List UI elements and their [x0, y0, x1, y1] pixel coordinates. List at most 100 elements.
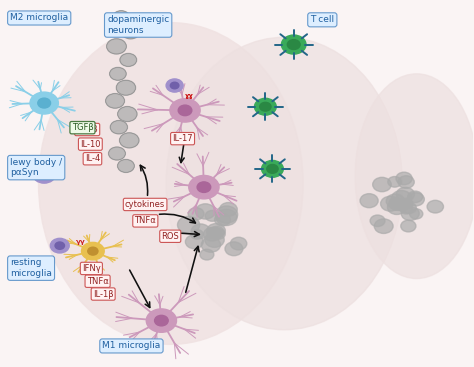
Circle shape: [396, 172, 412, 185]
Circle shape: [260, 102, 271, 111]
Circle shape: [197, 182, 211, 192]
Circle shape: [407, 193, 424, 206]
Circle shape: [207, 224, 225, 238]
Text: ɣɣ: ɣɣ: [185, 93, 194, 99]
Circle shape: [427, 200, 444, 213]
Circle shape: [200, 249, 214, 260]
Circle shape: [381, 196, 400, 211]
Circle shape: [400, 204, 412, 214]
Circle shape: [38, 98, 51, 108]
Text: TNFα: TNFα: [135, 217, 156, 225]
Circle shape: [389, 197, 402, 207]
Text: IL-1β: IL-1β: [93, 290, 113, 298]
Circle shape: [386, 194, 405, 208]
Circle shape: [120, 133, 138, 148]
Text: TGFβ: TGFβ: [76, 125, 98, 134]
Circle shape: [388, 177, 401, 187]
Text: IL-10: IL-10: [80, 139, 100, 149]
Circle shape: [410, 209, 423, 219]
Circle shape: [110, 68, 126, 80]
Circle shape: [408, 191, 423, 203]
Text: M1 microglia: M1 microglia: [102, 341, 161, 350]
Circle shape: [33, 166, 55, 183]
Circle shape: [394, 200, 409, 211]
Circle shape: [178, 105, 192, 116]
Circle shape: [109, 147, 125, 160]
Text: TNFα: TNFα: [87, 277, 109, 286]
Circle shape: [109, 120, 128, 135]
Circle shape: [30, 92, 58, 114]
Text: γγ: γγ: [76, 239, 86, 245]
Circle shape: [230, 237, 247, 250]
Circle shape: [88, 247, 98, 255]
Circle shape: [262, 160, 283, 177]
Text: ROS: ROS: [161, 232, 179, 241]
Circle shape: [287, 40, 300, 50]
Circle shape: [219, 203, 237, 216]
Circle shape: [207, 227, 222, 239]
Text: IL-4: IL-4: [85, 154, 100, 163]
Circle shape: [185, 235, 203, 249]
Circle shape: [255, 98, 276, 115]
Circle shape: [112, 10, 130, 24]
Circle shape: [392, 190, 411, 206]
Circle shape: [203, 228, 221, 241]
Circle shape: [155, 315, 168, 326]
Circle shape: [170, 82, 179, 89]
Circle shape: [122, 25, 139, 39]
Ellipse shape: [166, 37, 402, 330]
Circle shape: [396, 187, 414, 201]
Circle shape: [390, 199, 405, 210]
Circle shape: [398, 176, 414, 188]
Circle shape: [225, 242, 243, 256]
Circle shape: [387, 200, 406, 214]
Circle shape: [195, 204, 215, 219]
Circle shape: [191, 229, 203, 239]
Text: IL-17: IL-17: [172, 134, 193, 143]
Text: resting
microglia: resting microglia: [10, 258, 52, 278]
Circle shape: [191, 224, 210, 239]
Circle shape: [118, 81, 134, 94]
Circle shape: [215, 206, 237, 223]
Text: M2 microglia: M2 microglia: [10, 14, 68, 22]
Text: IFNγ: IFNγ: [82, 264, 101, 273]
Circle shape: [170, 99, 200, 122]
Ellipse shape: [38, 23, 303, 344]
Circle shape: [374, 219, 393, 233]
Circle shape: [360, 194, 378, 208]
Circle shape: [188, 208, 204, 220]
Text: TGFβ: TGFβ: [72, 123, 93, 132]
Circle shape: [215, 214, 230, 226]
Circle shape: [55, 242, 64, 249]
Circle shape: [205, 232, 224, 247]
Circle shape: [267, 164, 278, 173]
Circle shape: [107, 95, 123, 107]
Circle shape: [119, 53, 137, 67]
Text: cytokines: cytokines: [125, 200, 165, 209]
Circle shape: [201, 237, 220, 252]
Circle shape: [402, 203, 416, 214]
Circle shape: [401, 220, 416, 232]
Circle shape: [205, 210, 219, 221]
Circle shape: [189, 175, 219, 199]
Text: dopaminergic
neurons: dopaminergic neurons: [107, 15, 169, 35]
Circle shape: [107, 39, 126, 54]
Circle shape: [399, 198, 413, 209]
Text: lewy body /
pαSyn: lewy body / pαSyn: [10, 158, 62, 177]
Circle shape: [177, 216, 200, 233]
Circle shape: [370, 215, 385, 226]
Circle shape: [166, 79, 183, 92]
Circle shape: [146, 309, 176, 332]
Circle shape: [210, 226, 224, 237]
Circle shape: [212, 229, 225, 239]
Circle shape: [207, 228, 221, 238]
Text: T cell: T cell: [310, 15, 334, 24]
Circle shape: [401, 207, 419, 221]
Circle shape: [50, 238, 69, 253]
Circle shape: [373, 177, 391, 192]
Circle shape: [119, 108, 136, 120]
Circle shape: [38, 170, 50, 179]
Circle shape: [216, 209, 237, 225]
Ellipse shape: [355, 74, 474, 279]
Circle shape: [118, 159, 135, 172]
